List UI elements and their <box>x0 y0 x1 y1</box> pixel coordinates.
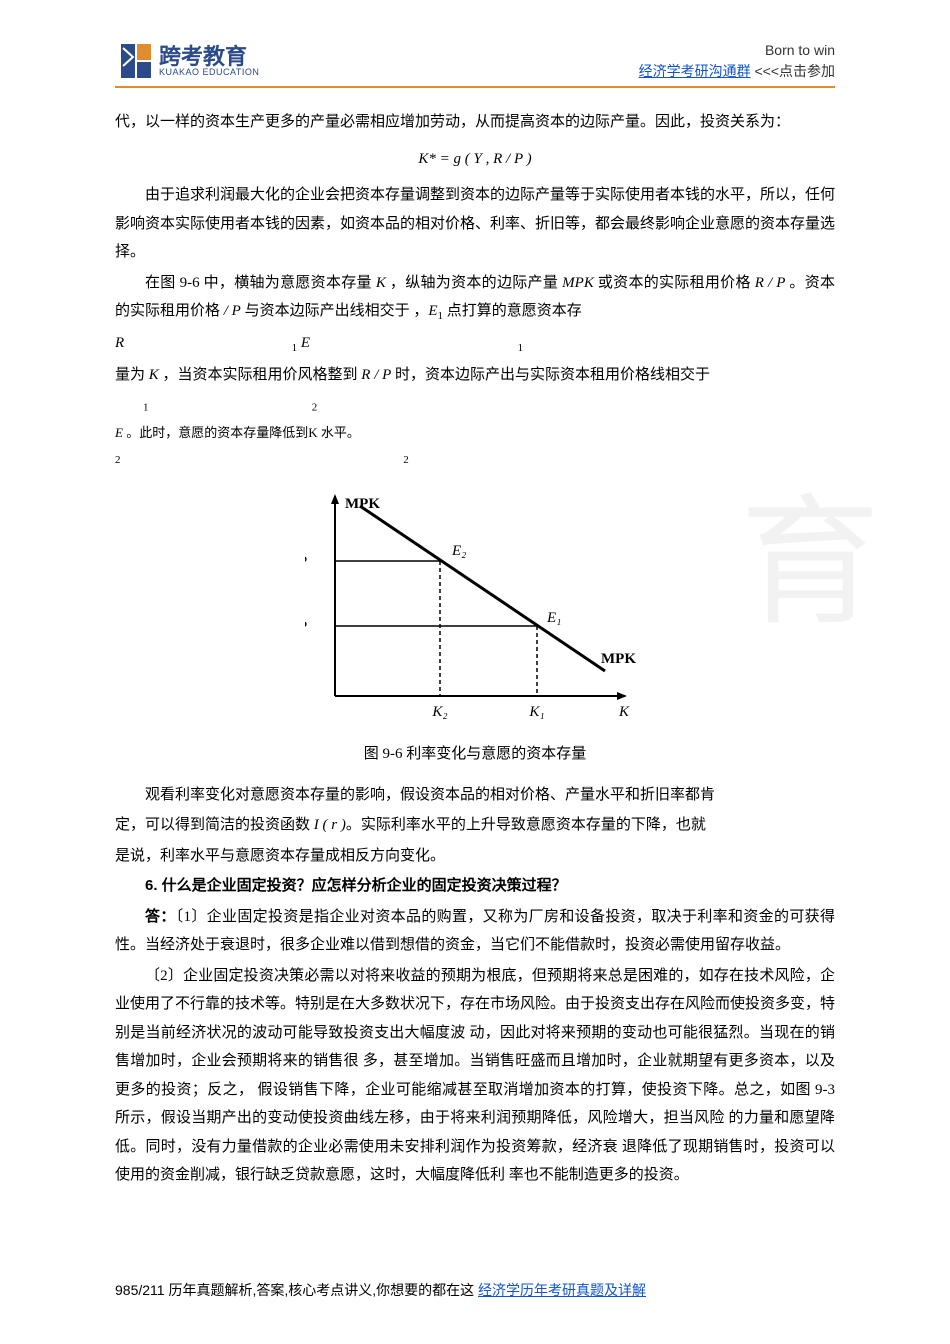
svg-text:K₂: K₂ <box>431 704 447 720</box>
header-right: Born to win 经济学考研沟通群 <<<点击参加 <box>639 40 835 82</box>
equation: K* = g ( Y , R / P ) <box>115 145 835 174</box>
paragraph: E 。此时，意愿的资本存量降低到K 水平。 <box>115 421 835 446</box>
header-link[interactable]: 经济学考研沟通群 <box>639 63 751 79</box>
page-header: 跨考教育 KUAKAO EDUCATION Born to win 经济学考研沟… <box>115 40 835 88</box>
mpk-chart: MPK R₂/P R₁/P E₂ E₁ MPK K₂ K₁ K <box>305 486 645 726</box>
header-tagline: Born to win <box>639 40 835 61</box>
logo-text-cn: 跨考教育 <box>159 46 259 68</box>
svg-text:K₁: K₁ <box>528 704 544 720</box>
paragraph: 在图 9-6 中，横轴为意愿资本存量 K ，纵轴为资本的边际产量 MPK 或资本… <box>115 269 835 327</box>
question-title: 6. 什么是企业固定投资？应怎样分析企业的固定投资决策过程？ <box>115 872 835 901</box>
chart-caption: 图 9-6 利率变化与意愿的资本存量 <box>115 740 835 769</box>
paragraph: 1 2 <box>115 391 835 418</box>
logo: 跨考教育 KUAKAO EDUCATION <box>115 40 259 82</box>
paragraph: 2 2 <box>115 447 835 471</box>
footer-link[interactable]: 经济学历年考研真题及详解 <box>478 1282 646 1298</box>
svg-text:K: K <box>618 704 630 720</box>
answer-paragraph: 〔2〕企业固定投资决策必需以对将来收益的预期为根底，但预期将来总是困难的，如存在… <box>115 962 835 1190</box>
chart-figure: MPK R₂/P R₁/P E₂ E₁ MPK K₂ K₁ K <box>115 486 835 737</box>
paragraph: 量为 K ，当资本实际租用价风格整到 R / P 时，资本边际产出与实际资本租用… <box>115 361 835 390</box>
svg-text:MPK: MPK <box>601 651 636 667</box>
paragraph: 定，可以得到简洁的投资函数 I ( r )。实际利率水平的上升导致意愿资本存量的… <box>115 811 835 840</box>
svg-text:R₂/P: R₂/P <box>305 554 307 570</box>
logo-icon <box>115 40 157 82</box>
svg-text:MPK: MPK <box>345 496 380 512</box>
header-link-suffix: <<<点击参加 <box>751 63 835 79</box>
footer-text: 985/211 历年真题解析,答案,核心考点讲义,你想要的都在这 <box>115 1282 478 1298</box>
paragraph: R 1 E 1 <box>115 329 835 359</box>
answer-paragraph: 答：〔1〕企业固定投资是指企业对资本品的购置，又称为厂房和设备投资，取决于利率和… <box>115 903 835 960</box>
svg-text:R₁/P: R₁/P <box>305 619 307 635</box>
paragraph: 由于追求利润最大化的企业会把资本存量调整到资本的边际产量等于实际使用者本钱的水平… <box>115 181 835 267</box>
svg-text:E₁: E₁ <box>546 610 561 626</box>
paragraph: 是说，利率水平与意愿资本存量成相反方向变化。 <box>115 842 835 871</box>
svg-text:E₂: E₂ <box>451 543 466 559</box>
paragraph: 观看利率变化对意愿资本存量的影响，假设资本品的相对价格、产量水平和折旧率都肯 <box>115 781 835 810</box>
paragraph: 代，以一样的资本生产更多的产量必需相应增加劳动，从而提高资本的边际产量。因此，投… <box>115 108 835 137</box>
page-footer: 985/211 历年真题解析,答案,核心考点讲义,你想要的都在这 经济学历年考研… <box>115 1277 835 1304</box>
logo-text-en: KUAKAO EDUCATION <box>159 68 259 77</box>
content: 代，以一样的资本生产更多的产量必需相应增加劳动，从而提高资本的边际产量。因此，投… <box>115 108 835 1190</box>
